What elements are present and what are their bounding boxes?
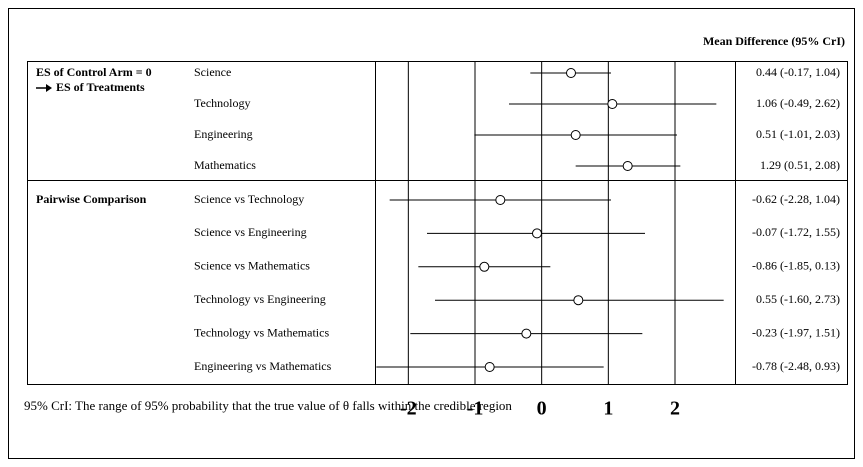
x-tick-label: 1 [603, 398, 613, 420]
value-label: 1.06 (-0.49, 2.62) [756, 96, 840, 110]
footnote: 95% CrI: The range of 95% probability th… [24, 398, 512, 413]
row-label: Technology vs Mathematics [194, 325, 329, 339]
header: Mean Difference (95% CrI) [703, 34, 845, 48]
estimate [573, 295, 584, 306]
value-label: -0.62 (-2.28, 1.04) [752, 192, 840, 206]
outer-frame [8, 8, 855, 459]
row-label: Engineering [194, 127, 253, 141]
estimate [532, 228, 542, 239]
value-label: -0.23 (-1.97, 1.51) [752, 325, 840, 339]
x-tick-label: 0 [537, 398, 547, 420]
estimate [495, 195, 506, 205]
estimate [570, 130, 581, 140]
group-label: Pairwise Comparison [36, 192, 147, 206]
row-label: Science [194, 65, 231, 79]
table-frame [27, 61, 848, 385]
row-label: Technology [194, 96, 250, 110]
row-label: Engineering vs Mathematics [194, 359, 332, 373]
value-label: -0.78 (-2.48, 0.93) [752, 359, 840, 373]
estimate [607, 99, 618, 109]
estimate [521, 328, 532, 339]
value-label: -0.07 (-1.72, 1.55) [752, 225, 840, 239]
x-tick-label: -1 [467, 398, 484, 420]
row-label: Technology vs Engineering [194, 292, 326, 306]
row-label: Science vs Mathematics [194, 259, 310, 273]
value-label: -0.86 (-1.85, 0.13) [752, 259, 840, 273]
group-sublabel: ES of Treatments [56, 80, 145, 94]
estimate [566, 68, 576, 78]
estimate [484, 362, 495, 372]
group-label: ES of Control Arm = 0 [36, 65, 152, 79]
value-label: 1.29 (0.51, 2.08) [760, 158, 840, 172]
row-label: Mathematics [194, 158, 256, 172]
value-label: 0.55 (-1.60, 2.73) [756, 292, 840, 306]
value-label: 0.44 (-0.17, 1.04) [756, 65, 840, 79]
estimate [622, 161, 633, 171]
x-tick-label: -2 [400, 398, 417, 420]
value-label: 0.51 (-1.01, 2.03) [756, 127, 840, 141]
x-tick-label: 2 [670, 398, 680, 420]
arrow [36, 84, 52, 92]
row-label: Science vs Technology [194, 192, 304, 206]
row-label: Science vs Engineering [194, 225, 307, 239]
estimate [479, 261, 490, 272]
